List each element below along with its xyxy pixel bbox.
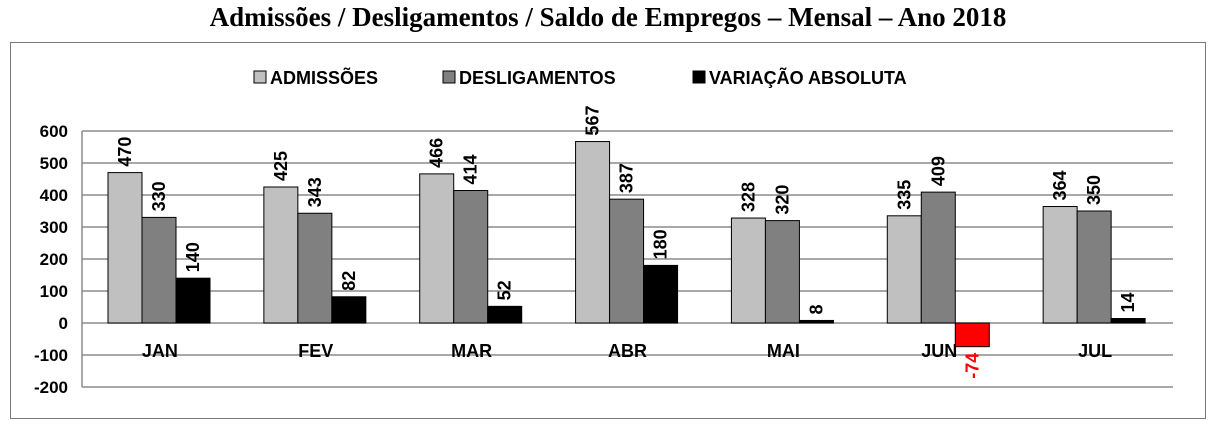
legend: ADMISSÕES DESLIGAMENTOS VARIAÇÃO ABSOLUTA bbox=[253, 67, 907, 88]
legend-label: DESLIGAMENTOS bbox=[459, 68, 616, 88]
bar-varia-o-absoluta-fev bbox=[331, 296, 367, 324]
y-tick-label: 300 bbox=[40, 218, 68, 237]
data-label: 414 bbox=[461, 154, 481, 184]
bar-varia-o-absoluta-abr bbox=[643, 264, 679, 324]
bar-desligamentos-jun bbox=[920, 191, 956, 324]
y-tick-label: 0 bbox=[59, 314, 68, 333]
bar-admiss-es-jun bbox=[886, 215, 922, 324]
bar-admiss-es-fev bbox=[263, 186, 299, 324]
legend-label: ADMISSÕES bbox=[270, 67, 378, 88]
bar-admiss-es-jul bbox=[1042, 206, 1078, 324]
data-label: 409 bbox=[928, 156, 948, 186]
chart-title: Admissões / Desligamentos / Saldo de Emp… bbox=[209, 2, 1007, 32]
y-tick-label: 100 bbox=[40, 282, 68, 301]
data-label: -74 bbox=[962, 353, 982, 379]
data-label: 52 bbox=[495, 280, 515, 300]
data-label: 567 bbox=[583, 106, 603, 136]
chart-frame bbox=[10, 42, 1206, 419]
data-label: 14 bbox=[1118, 292, 1138, 312]
bar-admiss-es-jan bbox=[107, 172, 143, 324]
data-label: 387 bbox=[617, 163, 637, 193]
bar-desligamentos-jan bbox=[141, 216, 177, 324]
x-tick-label: ABR bbox=[608, 341, 647, 361]
data-label: 364 bbox=[1050, 170, 1070, 200]
data-label: 328 bbox=[738, 182, 758, 212]
bar-admiss-es-mai bbox=[730, 217, 766, 324]
bar-admiss-es-abr bbox=[575, 141, 611, 324]
data-label: 335 bbox=[894, 180, 914, 210]
legend-label: VARIAÇÃO ABSOLUTA bbox=[709, 67, 907, 88]
bar-varia-o-absoluta-mai bbox=[798, 319, 834, 324]
x-tick-label: FEV bbox=[298, 341, 333, 361]
y-tick-label: 400 bbox=[40, 186, 68, 205]
data-label: 330 bbox=[149, 181, 169, 211]
bar-varia-o-absoluta-jun bbox=[954, 322, 990, 348]
data-label: 82 bbox=[339, 271, 359, 291]
bar-desligamentos-fev bbox=[297, 212, 333, 324]
data-label: 140 bbox=[183, 242, 203, 272]
bar-admiss-es-mar bbox=[419, 173, 455, 324]
y-tick-label: -200 bbox=[34, 378, 68, 397]
x-axis-ticks: JAN FEV MAR ABR MAI JUN JUL bbox=[142, 341, 1112, 361]
x-tick-label: MAI bbox=[767, 341, 800, 361]
legend-swatch bbox=[692, 70, 706, 84]
y-tick-label: -100 bbox=[34, 346, 68, 365]
data-label: 8 bbox=[806, 304, 826, 314]
y-axis-ticks: 600 500 400 300 200 100 0 -100 -200 bbox=[34, 122, 68, 397]
data-label: 350 bbox=[1084, 175, 1104, 205]
data-labels: 470 330 140 425 343 82 466 414 52 567 387 180 328 320… bbox=[115, 106, 1138, 379]
y-tick-label: 500 bbox=[40, 154, 68, 173]
bar-varia-o-absoluta-jan bbox=[175, 277, 211, 324]
y-tick-label: 200 bbox=[40, 250, 68, 269]
legend-swatch bbox=[442, 70, 456, 84]
y-tick-label: 600 bbox=[40, 122, 68, 141]
gridlines bbox=[81, 130, 1173, 388]
bar-varia-o-absoluta-mar bbox=[487, 305, 523, 324]
bars bbox=[107, 141, 1146, 348]
x-tick-label: JUL bbox=[1078, 341, 1112, 361]
data-label: 343 bbox=[305, 177, 325, 207]
bar-desligamentos-abr bbox=[609, 198, 645, 324]
data-label: 466 bbox=[427, 138, 447, 168]
x-tick-label: JAN bbox=[142, 341, 178, 361]
bar-desligamentos-mai bbox=[764, 220, 800, 324]
bar-varia-o-absoluta-jul bbox=[1110, 318, 1146, 324]
x-tick-label: MAR bbox=[451, 341, 492, 361]
data-label: 425 bbox=[271, 151, 291, 181]
legend-swatch bbox=[253, 70, 267, 84]
x-tick-label: JUN bbox=[921, 341, 957, 361]
data-label: 470 bbox=[115, 137, 135, 167]
data-label: 180 bbox=[651, 229, 671, 259]
data-label: 320 bbox=[772, 185, 792, 215]
bar-desligamentos-mar bbox=[453, 190, 489, 324]
bar-desligamentos-jul bbox=[1076, 210, 1112, 324]
